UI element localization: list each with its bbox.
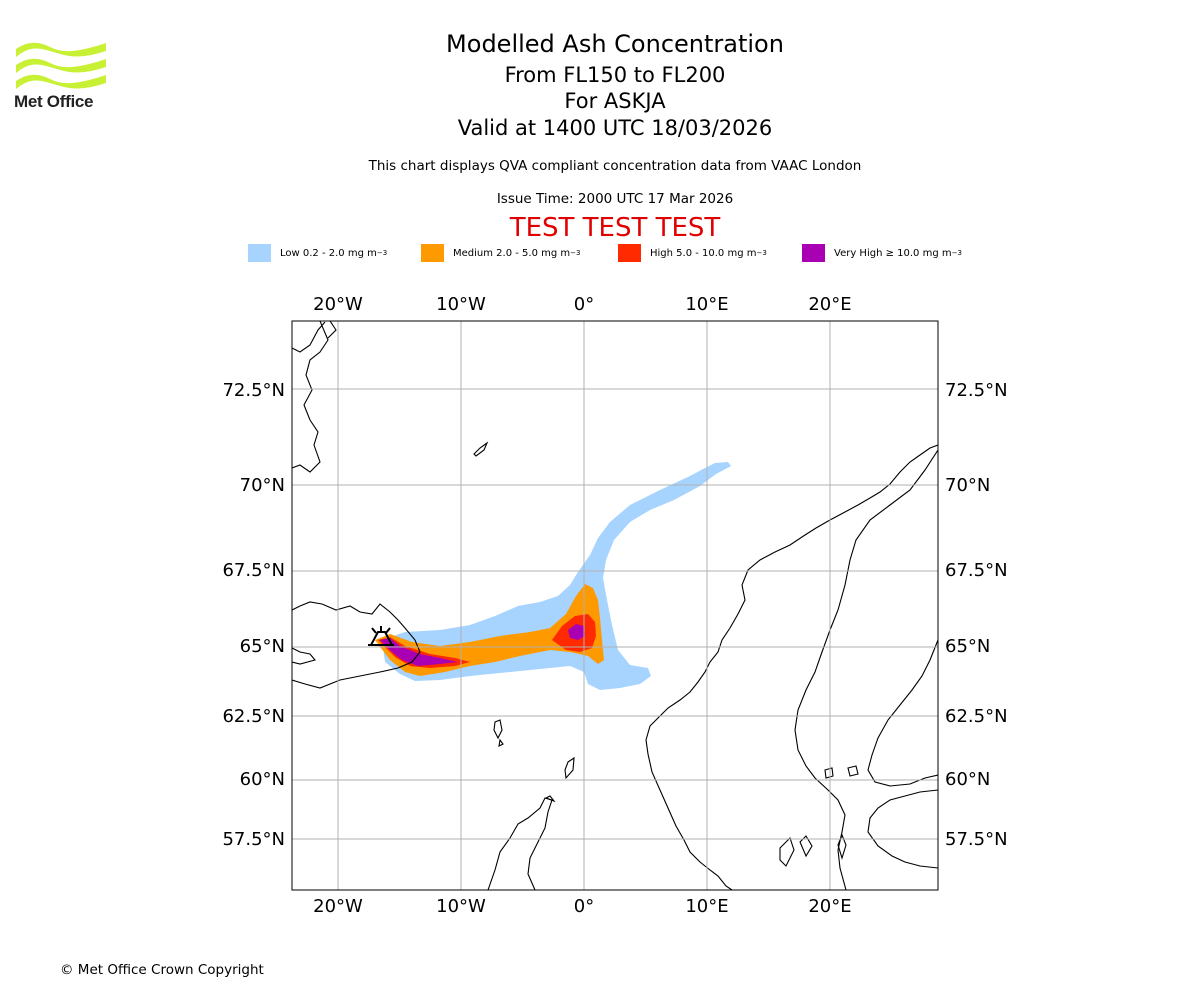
legend-label-low: Low 0.2 - 2.0 mg m — [280, 247, 377, 259]
lat-tick-left: 57.5°N — [222, 829, 285, 850]
chart-title: Modelled Ash Concentration — [446, 30, 784, 58]
coastline-denmark — [779, 835, 813, 867]
coastline-faroe — [493, 719, 504, 747]
legend-swatch-medium — [421, 244, 444, 262]
lat-tick-right: 57.5°N — [945, 829, 1008, 850]
legend-swatch-high — [618, 244, 641, 262]
coastline-shetland — [564, 756, 575, 780]
ash-very-high-area — [380, 638, 458, 666]
test-banner: TEST TEST TEST — [509, 213, 721, 243]
lon-tick-bottom: 20°E — [808, 896, 851, 917]
map-frame — [291, 320, 939, 891]
gridlines — [292, 321, 938, 890]
chart-description: This chart displays QVA compliant concen… — [368, 158, 862, 174]
met-office-logo-icon — [16, 42, 106, 89]
legend-exponent: −3 — [951, 249, 962, 257]
legend-item-very-high: Very High ≥ 10.0 mg m −3 — [802, 244, 962, 262]
legend-exponent: −3 — [756, 249, 767, 257]
legend-item-medium: Medium 2.0 - 5.0 mg m −3 — [421, 244, 618, 262]
coastline-norway — [645, 444, 938, 890]
lon-tick-top: 0° — [574, 294, 594, 315]
lon-tick-top: 10°E — [685, 294, 728, 315]
legend-exponent: −3 — [376, 249, 388, 257]
coastline-jan-mayen — [473, 441, 489, 457]
legend-item-high: High 5.0 - 10.0 mg m −3 — [618, 244, 802, 262]
volcano-marker-icon — [368, 626, 394, 646]
coastline-sweden — [794, 449, 938, 890]
lon-tick-bottom: 0° — [574, 896, 594, 917]
lat-tick-right: 67.5°N — [945, 560, 1008, 581]
valid-time: Valid at 1400 UTC 18/03/2026 — [457, 116, 773, 140]
lat-tick-right: 65°N — [945, 636, 990, 657]
copyright-notice: © Met Office Crown Copyright — [60, 962, 264, 978]
ash-low-area — [382, 462, 731, 690]
lat-tick-left: 60°N — [240, 769, 285, 790]
issue-time: Issue Time: 2000 UTC 17 Mar 2026 — [496, 191, 734, 207]
lat-tick-right: 62.5°N — [945, 706, 1008, 727]
coastline-orkney — [544, 795, 556, 803]
lat-tick-left: 72.5°N — [222, 380, 285, 401]
coastline-greenland — [292, 321, 329, 473]
coastline-iceland — [292, 601, 421, 689]
lat-tick-right: 60°N — [945, 769, 990, 790]
lat-tick-left: 67.5°N — [222, 560, 285, 581]
lon-tick-top: 20°W — [313, 294, 363, 315]
lon-tick-bottom: 20°W — [313, 896, 363, 917]
ash-very-high-area — [568, 624, 585, 640]
legend: Low 0.2 - 2.0 mg m −3 Medium 2.0 - 5.0 mg… — [248, 244, 962, 262]
legend-swatch-very-high — [802, 244, 825, 262]
legend-label-high: High 5.0 - 10.0 mg m — [650, 247, 757, 259]
lat-tick-left: 62.5°N — [222, 706, 285, 727]
legend-exponent: −3 — [570, 249, 581, 257]
logo-text: Met Office — [14, 92, 94, 111]
lat-tick-left: 65°N — [240, 636, 285, 657]
lon-tick-bottom: 10°E — [685, 896, 728, 917]
legend-item-low: Low 0.2 - 2.0 mg m −3 — [248, 244, 421, 262]
legend-label-very-high: Very High ≥ 10.0 mg m — [834, 247, 952, 259]
coastline-baltic — [867, 789, 938, 869]
lat-tick-left: 70°N — [240, 475, 285, 496]
lon-tick-top: 20°E — [808, 294, 851, 315]
lat-tick-right: 72.5°N — [945, 380, 1008, 401]
volcano-name: For ASKJA — [564, 89, 666, 113]
coastline-finland — [867, 639, 938, 787]
legend-swatch-low — [248, 244, 271, 262]
flight-level-range: From FL150 to FL200 — [504, 63, 726, 87]
coastlines — [292, 321, 938, 890]
ash-medium-area — [375, 584, 604, 676]
coastline-gotland — [837, 833, 847, 860]
lon-tick-top: 10°W — [436, 294, 486, 315]
lon-tick-bottom: 10°W — [436, 896, 486, 917]
lat-tick-right: 70°N — [945, 475, 990, 496]
legend-label-medium: Medium 2.0 - 5.0 mg m — [453, 247, 571, 259]
coastline-greenland-island — [327, 321, 337, 339]
